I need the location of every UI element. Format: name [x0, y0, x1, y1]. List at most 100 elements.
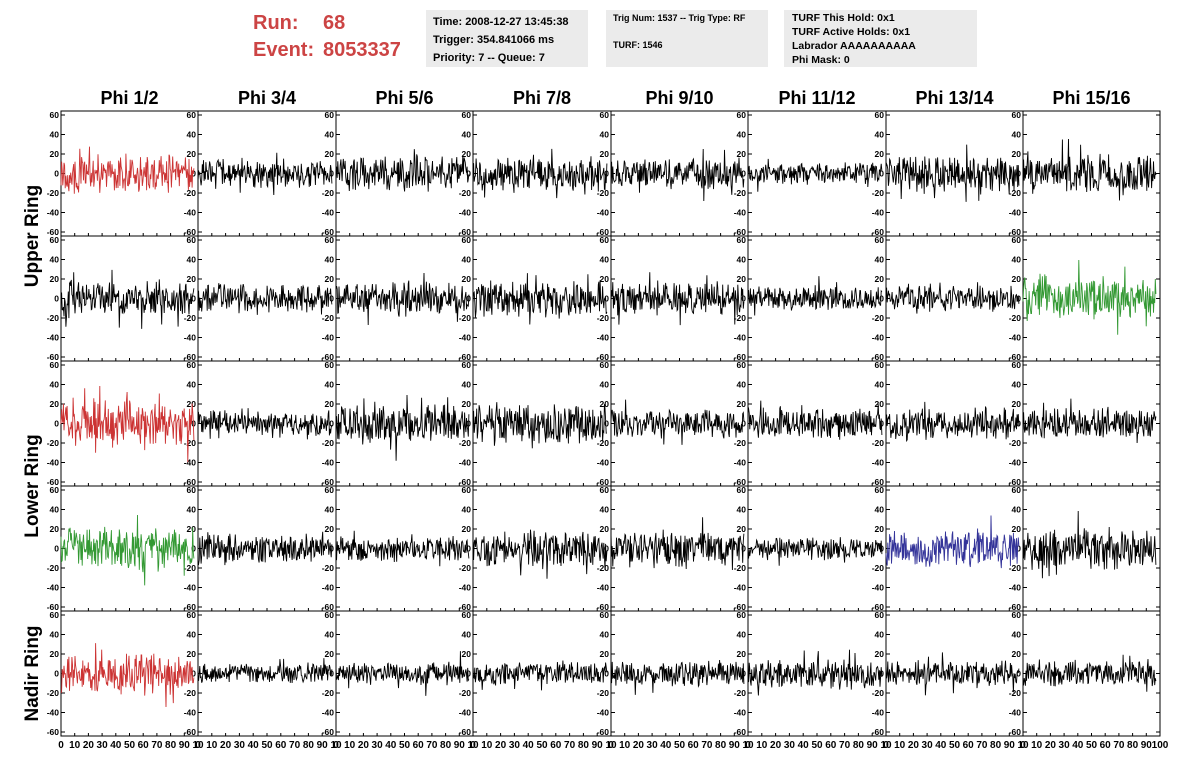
y-tick-label: 40 [187, 255, 197, 265]
y-tick-label: 40 [50, 630, 60, 640]
y-tick-label: 20 [50, 149, 60, 159]
y-tick-label: 60 [187, 360, 197, 370]
x-tick-label: 30 [234, 740, 246, 751]
y-tick-label: 20 [1012, 524, 1022, 534]
y-tick-label: -20 [597, 563, 610, 573]
x-tick-label: 70 [1113, 740, 1125, 751]
y-tick-label: -40 [459, 458, 472, 468]
x-tick-label: 10 [330, 740, 342, 751]
y-tick-label: 40 [325, 255, 335, 265]
y-tick-label: -60 [47, 352, 60, 362]
y-tick-label: 60 [325, 485, 335, 495]
y-tick-label: 60 [50, 110, 60, 120]
y-tick-label: -40 [1009, 208, 1022, 218]
y-tick-label: -60 [597, 602, 610, 612]
y-tick-label: 60 [187, 485, 197, 495]
y-tick-label: -60 [872, 477, 885, 487]
waveform-r4c4 [472, 529, 608, 579]
y-tick-label: 20 [462, 399, 472, 409]
x-tick-label: 60 [550, 740, 562, 751]
y-tick-label: -60 [597, 727, 610, 737]
x-tick-label: 0 [195, 740, 201, 751]
y-tick-label: -40 [597, 708, 610, 718]
y-tick-label: -40 [872, 583, 885, 593]
y-tick-label: 60 [737, 610, 747, 620]
waveform-r4c8 [1022, 510, 1157, 579]
y-tick-label: 60 [737, 360, 747, 370]
y-tick-label: 20 [325, 274, 335, 284]
y-tick-label: 40 [50, 130, 60, 140]
waveform-r1c3 [335, 149, 470, 192]
y-tick-label: -20 [322, 563, 335, 573]
y-tick-label: 60 [325, 360, 335, 370]
x-tick-label: 90 [867, 740, 879, 751]
y-tick-label: -60 [1009, 227, 1022, 237]
y-tick-label: -20 [459, 563, 472, 573]
y-tick-label: 60 [737, 235, 747, 245]
waveform-r1c8 [1022, 138, 1157, 201]
x-tick-label: 80 [715, 740, 727, 751]
y-tick-label: -40 [322, 333, 335, 343]
y-tick-label: -40 [459, 583, 472, 593]
y-tick-label: -20 [322, 688, 335, 698]
x-tick-label: 90 [1141, 740, 1153, 751]
x-tick-label: 50 [1086, 740, 1098, 751]
y-tick-label: -60 [734, 227, 747, 237]
y-tick-label: -20 [734, 438, 747, 448]
x-tick-label: 80 [853, 740, 865, 751]
column-title-5: Phi 9/10 [645, 88, 713, 108]
y-tick-label: 0 [741, 419, 746, 429]
waveform-r3c7 [885, 401, 1020, 443]
y-tick-label: 40 [1012, 505, 1022, 515]
y-tick-label: 20 [1012, 649, 1022, 659]
y-tick-label: 20 [325, 399, 335, 409]
turf-info-box: TURF This Hold: 0x1 TURF Active Holds: 0… [784, 10, 977, 67]
x-tick-label: 40 [935, 740, 947, 751]
y-tick-label: -60 [459, 727, 472, 737]
x-tick-label: 40 [110, 740, 122, 751]
x-tick-label: 70 [839, 740, 851, 751]
y-tick-label: 0 [604, 419, 609, 429]
phi-mask-text: Phi Mask: 0 [792, 54, 850, 66]
trigger-text: Trigger: 354.841066 ms [433, 34, 555, 46]
y-tick-label: 20 [325, 149, 335, 159]
y-tick-label: 40 [737, 630, 747, 640]
y-tick-label: -20 [872, 313, 885, 323]
x-tick-label: 70 [426, 740, 438, 751]
y-tick-label: 20 [737, 274, 747, 284]
y-tick-label: -20 [872, 438, 885, 448]
y-tick-label: -40 [872, 458, 885, 468]
y-tick-label: -60 [734, 477, 747, 487]
y-tick-label: -20 [1009, 688, 1022, 698]
waveform-r4c6 [747, 537, 883, 566]
x-tick-label: 70 [151, 740, 163, 751]
x-tick-label: 50 [811, 740, 823, 751]
y-tick-label: 20 [600, 149, 610, 159]
y-tick-label: 40 [1012, 130, 1022, 140]
x-tick-label: 50 [674, 740, 686, 751]
y-tick-label: -60 [734, 352, 747, 362]
y-tick-label: 0 [604, 669, 609, 679]
y-tick-label: 40 [325, 505, 335, 515]
y-tick-label: 20 [875, 649, 885, 659]
y-tick-label: -60 [47, 727, 60, 737]
column-title-1: Phi 1/2 [100, 88, 158, 108]
y-tick-label: 60 [462, 610, 472, 620]
y-tick-label: 40 [600, 505, 610, 515]
y-tick-label: -20 [872, 188, 885, 198]
x-tick-label: 70 [289, 740, 301, 751]
run-label: Run: [253, 12, 299, 34]
x-tick-label: 10 [742, 740, 754, 751]
column-title-6: Phi 11/12 [778, 88, 855, 108]
x-tick-label: 0 [745, 740, 751, 751]
y-tick-label: 40 [462, 505, 472, 515]
y-tick-label: 0 [54, 169, 59, 179]
y-tick-label: 0 [466, 169, 471, 179]
y-tick-label: 0 [604, 544, 609, 554]
y-tick-label: -40 [47, 208, 60, 218]
x-tick-label: 20 [83, 740, 95, 751]
y-tick-label: -60 [1009, 602, 1022, 612]
y-tick-label: -40 [734, 708, 747, 718]
y-tick-label: -60 [184, 352, 197, 362]
